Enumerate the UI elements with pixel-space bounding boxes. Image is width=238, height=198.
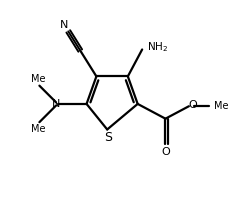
Text: O: O xyxy=(189,100,198,110)
Text: Me: Me xyxy=(30,124,45,134)
Text: S: S xyxy=(104,131,112,144)
Text: Me: Me xyxy=(30,74,45,84)
Text: N: N xyxy=(60,20,69,30)
Text: O: O xyxy=(161,147,170,157)
Text: Me: Me xyxy=(214,101,229,111)
Text: N: N xyxy=(52,99,61,109)
Text: NH$_2$: NH$_2$ xyxy=(147,40,168,54)
